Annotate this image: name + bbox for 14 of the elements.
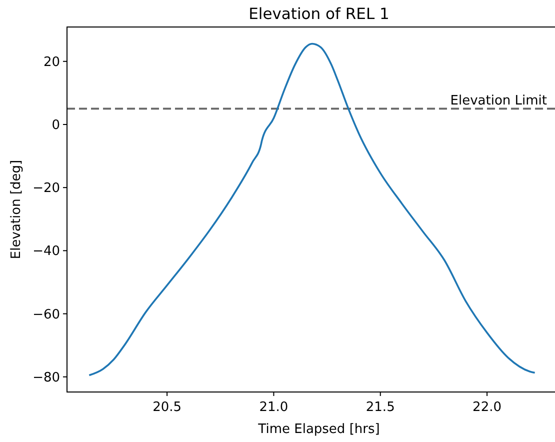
x-axis-title: Time Elapsed [hrs]	[257, 422, 380, 437]
y-tick-label: −60	[32, 307, 60, 322]
y-tick-label: 0	[52, 118, 60, 134]
y-tick-label: 20	[43, 54, 60, 70]
chart-title: Elevation of REL 1	[248, 5, 390, 23]
y-axis-title: Elevation [deg]	[9, 160, 24, 260]
x-tick-label: 21.5	[366, 400, 395, 415]
y-tick-label: −40	[32, 244, 60, 260]
y-tick-label: −80	[32, 370, 60, 386]
x-tick-label: 20.5	[152, 400, 182, 415]
y-tick-label: −20	[32, 181, 60, 196]
x-tick-label: 22.0	[472, 400, 502, 415]
ref-line-label: Elevation Limit	[450, 94, 547, 109]
x-tick-label: 21.0	[259, 400, 288, 415]
